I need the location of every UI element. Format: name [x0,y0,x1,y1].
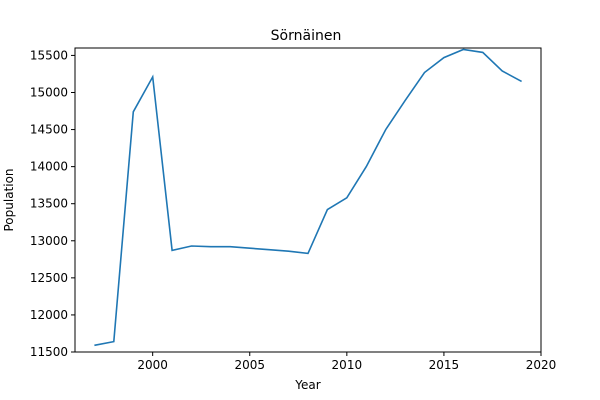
y-axis-label: Population [2,168,16,231]
plot-frame [74,47,542,353]
x-tick-label: 2000 [137,358,168,372]
y-tick-label: 15000 [30,85,68,99]
y-tick-label: 13500 [30,197,68,211]
y-tick-label: 13000 [30,234,68,248]
population-line [94,48,522,347]
y-tick-label: 14000 [30,160,68,174]
y-tick-label: 12500 [30,271,68,285]
y-tick-label: 14500 [30,123,68,137]
x-tick-label: 2015 [429,358,460,372]
x-axis-label: Year [294,378,320,392]
x-tick-label: 2020 [526,358,557,372]
axis-ticks: 2000 2005 2010 2015 2020 11500 12000 12500 13000… [30,48,556,372]
x-tick-label: 2010 [332,358,363,372]
y-tick-label: 15500 [30,48,68,62]
chart-title: Sörnäinen [271,28,342,44]
y-tick-label: 12000 [30,308,68,322]
x-tick-label: 2005 [234,358,265,372]
y-tick-label: 11500 [30,345,68,359]
